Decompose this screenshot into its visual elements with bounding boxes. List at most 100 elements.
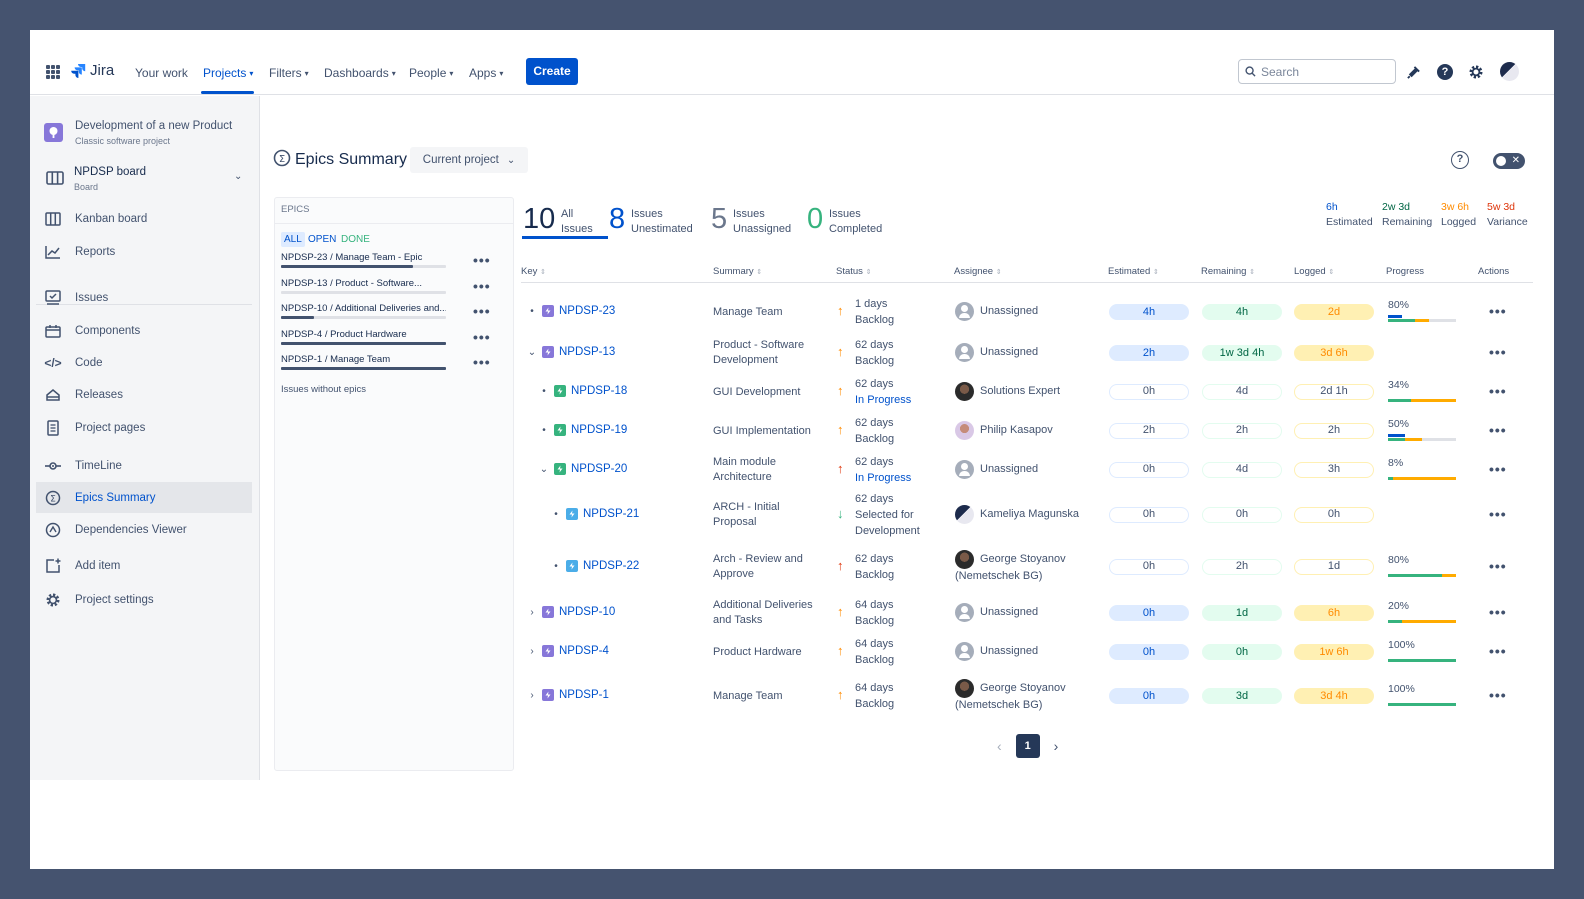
more-actions-icon[interactable]: •••	[1489, 506, 1507, 522]
more-actions-icon[interactable]: •••	[1489, 344, 1507, 360]
create-button[interactable]: Create	[526, 58, 578, 85]
chevron-right-icon[interactable]: ›	[530, 645, 534, 657]
more-icon[interactable]: •••	[473, 277, 491, 294]
more-icon[interactable]: •••	[473, 252, 491, 268]
sidebar-item-kanban-board[interactable]: Kanban board	[36, 203, 252, 234]
issue-key[interactable]: • NPDSP-18	[539, 385, 627, 397]
chevron-right-icon[interactable]: ›	[530, 606, 534, 618]
column-logged[interactable]: Logged ⇕	[1294, 266, 1334, 277]
assignee[interactable]: Unassigned	[955, 603, 1038, 622]
issue-key-link[interactable]: NPDSP-13	[559, 346, 616, 358]
more-actions-icon[interactable]: •••	[1489, 687, 1507, 703]
sidebar-item-epics-summary[interactable]: Σ Epics Summary	[36, 482, 252, 513]
filter-all[interactable]: ALL	[281, 232, 305, 247]
column-remaining[interactable]: Remaining ⇕	[1201, 266, 1255, 277]
assignee[interactable]: George Stoyanov	[955, 679, 1066, 698]
assignee[interactable]: Philip Kasapov	[955, 421, 1053, 440]
epic-list-item[interactable]: NPDSP-1 / Manage Team •••	[275, 352, 513, 377]
issue-key-link[interactable]: NPDSP-19	[571, 424, 628, 436]
sidebar-item-timeline[interactable]: TimeLine	[36, 450, 252, 481]
chevron-down-icon[interactable]: ⌄	[234, 171, 243, 182]
table-row[interactable]: • NPDSP-19 GUI Implementation ↑ 62 days Backl…	[521, 411, 1533, 451]
jira-logo[interactable]: Jira	[70, 62, 114, 79]
filter-done[interactable]: DONE	[341, 234, 370, 245]
issue-key-link[interactable]: NPDSP-18	[571, 385, 628, 397]
table-row[interactable]: • NPDSP-23 Manage Team ↑ 1 days Backlog Unassi…	[521, 292, 1533, 332]
table-row[interactable]: › NPDSP-1 Manage Team ↑ 64 days Backlog George…	[521, 673, 1533, 719]
epic-list-item[interactable]: NPDSP-23 / Manage Team - Epic •••	[275, 250, 513, 275]
nav-filters[interactable]: Filters ▾	[269, 66, 309, 80]
assignee[interactable]: Solutions Expert	[955, 382, 1060, 401]
help-icon[interactable]: ?	[1436, 63, 1454, 81]
epic-list-item[interactable]: NPDSP-4 / Product Hardware •••	[275, 327, 513, 352]
chevron-right-icon[interactable]: ›	[1053, 738, 1059, 754]
issue-key-link[interactable]: NPDSP-21	[583, 508, 640, 520]
chevron-right-icon[interactable]: ›	[530, 689, 534, 701]
issue-key-link[interactable]: NPDSP-22	[583, 560, 640, 572]
more-actions-icon[interactable]: •••	[1489, 604, 1507, 620]
table-row[interactable]: • NPDSP-18 GUI Development ↑ 62 days In Progr…	[521, 372, 1533, 412]
table-row[interactable]: ⌄ NPDSP-13 Product - Software Development ↑…	[521, 333, 1533, 373]
table-row[interactable]: • NPDSP-21 ARCH - Initial Proposal ↓ 62 days…	[521, 489, 1533, 541]
table-row[interactable]: › NPDSP-10 Additional Deliveries and Tasks…	[521, 593, 1533, 633]
nav-your-work[interactable]: Your work	[135, 66, 188, 80]
column-status[interactable]: Status ⇕	[836, 266, 871, 277]
help-icon[interactable]: ?	[1451, 151, 1469, 169]
issue-key[interactable]: • NPDSP-23	[527, 305, 615, 317]
issue-key[interactable]: • NPDSP-21	[551, 508, 639, 520]
issue-key-link[interactable]: NPDSP-4	[559, 645, 609, 657]
issue-key-link[interactable]: NPDSP-23	[559, 305, 616, 317]
issues-without-epics[interactable]: Issues without epics	[281, 384, 367, 395]
more-actions-icon[interactable]: •••	[1489, 461, 1507, 477]
sidebar-item-project-pages[interactable]: Project pages	[36, 412, 252, 443]
issue-key-link[interactable]: NPDSP-20	[571, 463, 628, 475]
epic-list-item[interactable]: NPDSP-10 / Additional Deliveries and... •…	[275, 301, 513, 326]
issue-key[interactable]: › NPDSP-1	[527, 689, 609, 701]
column-summary[interactable]: Summary ⇕	[713, 266, 762, 277]
more-actions-icon[interactable]: •••	[1489, 303, 1507, 319]
notifications-icon[interactable]	[1404, 63, 1422, 81]
assignee[interactable]: George Stoyanov	[955, 550, 1066, 569]
issue-key[interactable]: ⌄ NPDSP-20	[539, 463, 627, 475]
more-actions-icon[interactable]: •••	[1489, 643, 1507, 659]
assignee[interactable]: Unassigned	[955, 302, 1038, 321]
more-actions-icon[interactable]: •••	[1489, 558, 1507, 574]
issue-key[interactable]: • NPDSP-22	[551, 560, 639, 572]
chevron-left-icon[interactable]: ‹	[997, 738, 1002, 754]
nav-dashboards[interactable]: Dashboards ▾	[324, 66, 396, 80]
assignee[interactable]: Kameliya Magunska	[955, 505, 1079, 524]
column-assignee[interactable]: Assignee ⇕	[954, 266, 1002, 277]
issue-key-link[interactable]: NPDSP-10	[559, 606, 616, 618]
sidebar-item-code[interactable]: </> Code	[36, 347, 252, 378]
more-icon[interactable]: •••	[473, 354, 491, 370]
more-actions-icon[interactable]: •••	[1489, 383, 1507, 399]
column-estimated[interactable]: Estimated ⇕	[1108, 266, 1159, 277]
table-row[interactable]: • NPDSP-22 Arch - Review and Approve ↑ 62 da…	[521, 542, 1533, 592]
sidebar-item-reports[interactable]: Reports	[36, 236, 252, 267]
assignee[interactable]: Unassigned	[955, 343, 1038, 362]
page-number[interactable]: 1	[1015, 734, 1040, 758]
issue-key[interactable]: › NPDSP-10	[527, 606, 615, 618]
more-actions-icon[interactable]: •••	[1489, 422, 1507, 438]
chevron-down-icon[interactable]: ⌄	[539, 463, 549, 475]
more-icon[interactable]: •••	[473, 303, 491, 319]
assignee[interactable]: Unassigned	[955, 460, 1038, 479]
chevron-down-icon[interactable]: ⌄	[527, 346, 537, 358]
view-toggle[interactable]: ✕	[1493, 153, 1525, 169]
board-selector[interactable]: NPDSP board	[74, 166, 147, 178]
search-box[interactable]	[1238, 59, 1396, 84]
table-row[interactable]: › NPDSP-4 Product Hardware ↑ 64 days Backlog U…	[521, 632, 1533, 672]
column-key[interactable]: Key ⇕	[521, 266, 546, 277]
nav-projects[interactable]: Projects ▾	[203, 66, 253, 80]
sidebar-item-components[interactable]: Components	[36, 315, 252, 346]
nav-apps[interactable]: Apps ▾	[469, 66, 503, 80]
user-avatar[interactable]	[1500, 62, 1519, 81]
issue-key-link[interactable]: NPDSP-1	[559, 689, 609, 701]
more-icon[interactable]: •••	[473, 328, 491, 345]
scope-dropdown[interactable]: Current project ⌄	[410, 147, 528, 173]
issue-key[interactable]: › NPDSP-4	[527, 645, 609, 657]
issue-key[interactable]: ⌄ NPDSP-13	[527, 346, 615, 358]
table-row[interactable]: ⌄ NPDSP-20 Main module Architecture ↑ 62 day…	[521, 450, 1533, 490]
filter-open[interactable]: OPEN	[308, 234, 337, 245]
sidebar-item-project-settings[interactable]: Project settings	[36, 584, 252, 615]
